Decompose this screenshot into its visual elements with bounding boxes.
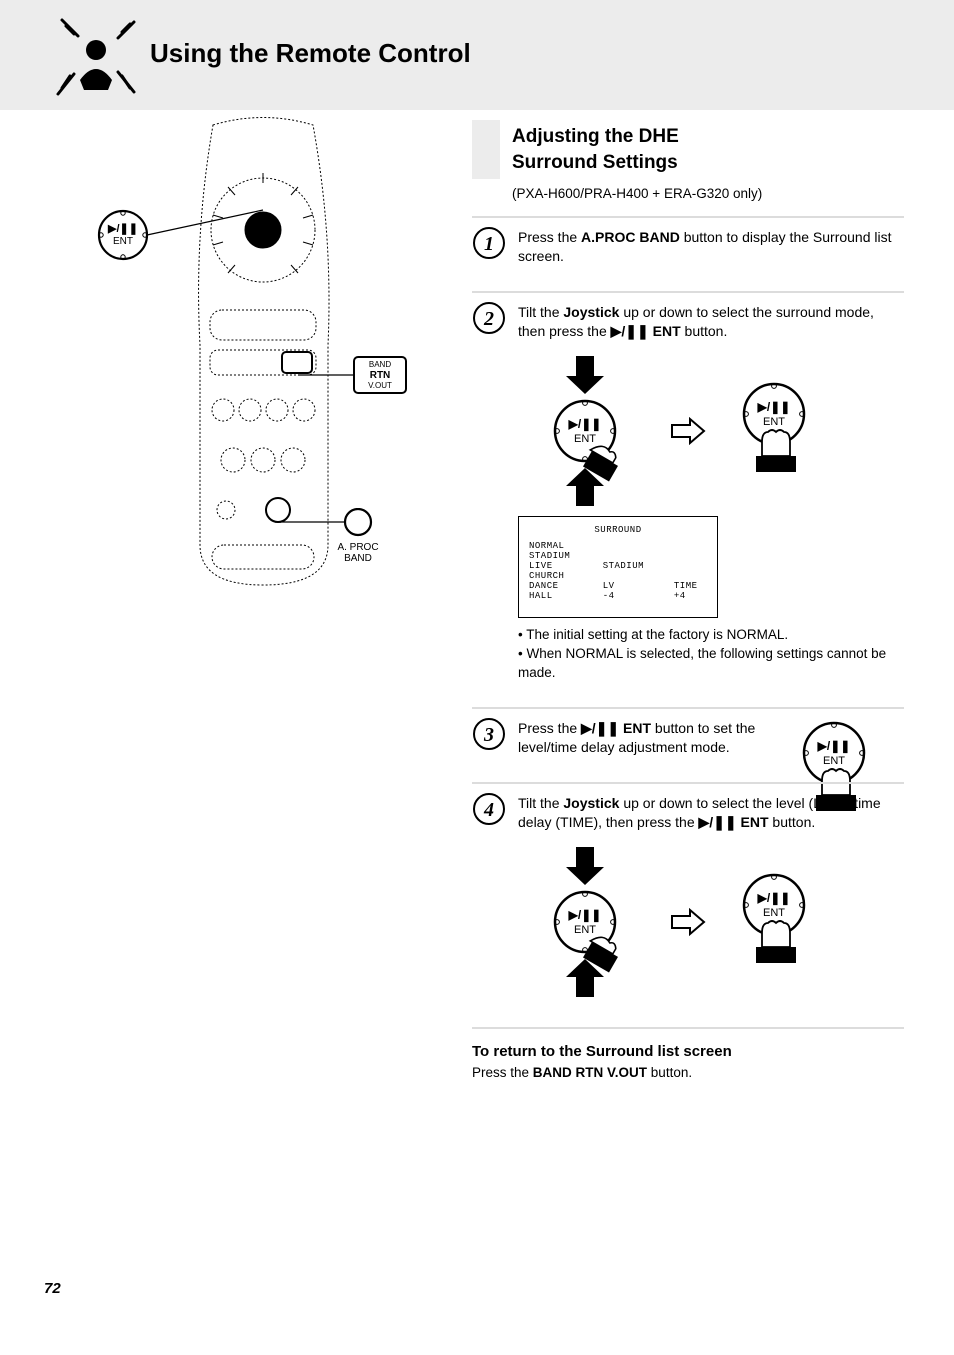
header-band: Using the Remote Control xyxy=(0,0,954,110)
m-l3: CHURCH xyxy=(529,571,581,581)
m-lvv: -4 xyxy=(581,591,660,601)
svg-text:RTN: RTN xyxy=(370,370,391,381)
arrow-right-icon xyxy=(670,908,706,936)
step-2-illustration: ▶/❚❚ ENT ▶/❚❚ ENT xyxy=(518,356,904,506)
heading-accent-bar xyxy=(472,120,500,179)
m-l0: NORMAL xyxy=(529,541,581,551)
heading-block: Adjusting the DHE Surround Settings xyxy=(472,120,904,179)
step1-t0: Press the xyxy=(518,229,581,245)
svg-text:▶/❚❚: ▶/❚❚ xyxy=(568,908,602,923)
m-l1: STADIUM xyxy=(529,551,581,561)
svg-text:▶/❚❚: ▶/❚❚ xyxy=(757,891,791,906)
step-number-3-icon: 3 xyxy=(472,717,506,751)
step-2-text: Tilt the Joystick up or down to select t… xyxy=(518,303,904,342)
s4p4: button. xyxy=(769,814,816,830)
step-4: 4 Tilt the Joystick up or down to select… xyxy=(472,782,904,1017)
bb0: Press the xyxy=(472,1065,533,1080)
s2b0: • The initial setting at the factory is … xyxy=(518,626,904,645)
s2p4: button. xyxy=(681,323,728,339)
step-4-illustration: ▶/❚❚ ENT ▶/❚❚ ENT xyxy=(518,847,904,997)
s3p1: ▶/❚❚ ENT xyxy=(581,720,651,736)
step-3: 3 Press the ▶/❚❚ ENT button to set the l… xyxy=(472,707,904,774)
menu-title: SURROUND xyxy=(529,525,707,535)
s4p0: Tilt the xyxy=(518,795,563,811)
step-2: 2 Tilt the Joystick up or down to select… xyxy=(472,291,904,699)
surround-menu-box: SURROUND NORMAL STADIUM LIVESTADIUM CHUR… xyxy=(518,516,718,618)
step-1-text: Press the A.PROC BAND button to display … xyxy=(518,228,904,267)
section-title: Using the Remote Control xyxy=(150,38,471,69)
m-lv: LV xyxy=(581,581,660,591)
heading-subdesc: (PXA-H600/PRA-H400 + ERA-G320 only) xyxy=(512,185,904,203)
callout-rtn-button: BAND RTN V.OUT xyxy=(298,355,418,395)
svg-text:▶/❚❚: ▶/❚❚ xyxy=(568,417,602,432)
person-signal-icon xyxy=(30,10,140,105)
step-number-1-icon: 1 xyxy=(472,226,506,260)
svg-text:A. PROC: A. PROC xyxy=(337,542,378,553)
joystick-updown-icon: ▶/❚❚ ENT xyxy=(518,847,648,997)
s2p0: Tilt the xyxy=(518,304,563,320)
step-1: 1 Press the A.PROC BAND button to displa… xyxy=(472,216,904,283)
m-l5: HALL xyxy=(529,591,581,601)
s2b1: • When NORMAL is selected, the following… xyxy=(518,645,904,683)
m-timev: +4 xyxy=(660,591,707,601)
svg-text:BAND: BAND xyxy=(369,360,391,369)
svg-text:4: 4 xyxy=(483,799,494,821)
callout-aproc-button: A. PROC BAND xyxy=(278,508,418,563)
m-mode: STADIUM xyxy=(581,561,660,571)
page-number: 72 xyxy=(44,1280,61,1297)
heading-line2: Surround Settings xyxy=(512,152,678,173)
arrow-right-icon xyxy=(670,417,706,445)
svg-text:V.OUT: V.OUT xyxy=(368,381,392,390)
step-number-4-icon: 4 xyxy=(472,792,506,826)
svg-text:BAND: BAND xyxy=(344,553,372,563)
step-2-notes: • The initial setting at the factory is … xyxy=(518,626,904,683)
m-l4: DANCE xyxy=(529,581,581,591)
svg-text:ENT: ENT xyxy=(113,236,133,247)
heading-line1: Adjusting the DHE xyxy=(512,126,679,147)
right-column: Adjusting the DHE Surround Settings (PXA… xyxy=(472,120,904,1083)
page-heading: Adjusting the DHE Surround Settings xyxy=(500,120,679,179)
return-body: Press the BAND RTN V.OUT button. xyxy=(472,1064,904,1083)
press-ent-icon: ▶/❚❚ ENT xyxy=(728,867,820,977)
step-number-2-icon: 2 xyxy=(472,301,506,335)
svg-text:▶/❚❚: ▶/❚❚ xyxy=(757,400,791,415)
return-heading: To return to the Surround list screen xyxy=(472,1043,904,1060)
svg-text:1: 1 xyxy=(484,233,494,255)
svg-text:▶/❚❚: ▶/❚❚ xyxy=(817,739,851,754)
step1-t1: A.PROC BAND xyxy=(581,229,680,245)
s3p0: Press the xyxy=(518,720,581,736)
press-ent-icon: ▶/❚❚ ENT xyxy=(728,376,820,486)
svg-text:3: 3 xyxy=(483,724,494,746)
bb2: button. xyxy=(647,1065,692,1080)
s4p1: Joystick xyxy=(563,795,619,811)
callout-ent-button: ▶/❚❚ ENT xyxy=(95,205,285,265)
svg-text:ENT: ENT xyxy=(574,433,596,445)
s2p1: Joystick xyxy=(563,304,619,320)
svg-text:ENT: ENT xyxy=(763,907,785,919)
step-4-text: Tilt the Joystick up or down to select t… xyxy=(518,794,904,833)
s2p3: ▶/❚❚ ENT xyxy=(611,323,681,339)
menu-table: NORMAL STADIUM LIVESTADIUM CHURCH DANCEL… xyxy=(529,541,707,601)
m-l2: LIVE xyxy=(529,561,581,571)
svg-text:ENT: ENT xyxy=(574,924,596,936)
m-time: TIME xyxy=(660,581,707,591)
svg-text:2: 2 xyxy=(483,308,494,330)
svg-text:▶/❚❚: ▶/❚❚ xyxy=(107,223,138,235)
svg-text:ENT: ENT xyxy=(763,416,785,428)
bb1: BAND RTN V.OUT xyxy=(533,1065,647,1080)
svg-text:ENT: ENT xyxy=(823,755,845,767)
s4p3: ▶/❚❚ ENT xyxy=(699,814,769,830)
return-instruction-block: To return to the Surround list screen Pr… xyxy=(472,1027,904,1083)
joystick-updown-icon: ▶/❚❚ ENT xyxy=(518,356,648,506)
